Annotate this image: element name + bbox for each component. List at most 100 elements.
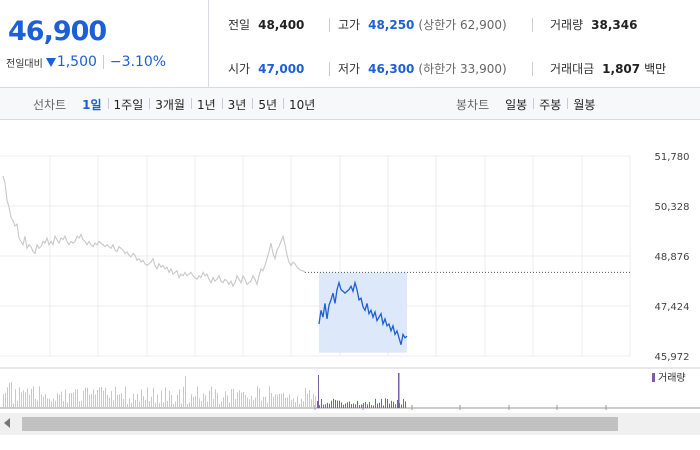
horizontal-scrollbar[interactable] xyxy=(0,413,700,435)
volume-bar xyxy=(351,404,352,408)
volume-bar xyxy=(229,402,230,408)
scroll-thumb[interactable] xyxy=(22,417,618,431)
tab-weekly[interactable]: 주봉 xyxy=(533,96,567,113)
volume-bar xyxy=(127,403,128,408)
volume-bar xyxy=(189,402,190,408)
candle-chart-tabs: 봉차트 일봉 주봉 월봉 xyxy=(456,88,601,120)
volume-bar xyxy=(257,386,258,408)
volume-bar xyxy=(75,389,76,408)
volume-bar xyxy=(191,394,192,408)
volume-bar xyxy=(279,394,280,408)
volume-bar xyxy=(261,400,262,408)
volume-bar xyxy=(213,399,214,408)
today-range-highlight xyxy=(319,272,407,353)
volume-bar xyxy=(79,401,80,408)
volume-bar xyxy=(323,404,324,408)
change-value: 1,500 xyxy=(56,54,97,70)
volume-bar xyxy=(303,401,304,408)
tab-daily[interactable]: 일봉 xyxy=(505,97,528,112)
volume-bar xyxy=(259,388,260,408)
tab-1y[interactable]: 1년 xyxy=(190,96,222,113)
stat-value: 38,346 xyxy=(591,17,638,32)
volume-bar xyxy=(53,398,54,408)
volume-bar xyxy=(209,390,210,408)
tab-3y[interactable]: 3년 xyxy=(221,96,253,113)
change-percent: −3.10% xyxy=(109,54,167,70)
volume-bar xyxy=(219,403,220,408)
volume-bar xyxy=(21,392,22,408)
volume-bar xyxy=(179,389,180,408)
volume-bar xyxy=(317,400,318,408)
volume-bar xyxy=(269,386,270,408)
line-chart-tabs: 선차트 1일 1주일 3개월 1년 3년 5년 10년 xyxy=(33,88,321,120)
volume-bar xyxy=(343,404,344,408)
volume-bar xyxy=(333,398,334,408)
tab-5y[interactable]: 5년 xyxy=(252,96,283,113)
volume-bar xyxy=(71,392,72,408)
tab-10y[interactable]: 10년 xyxy=(283,96,321,113)
volume-bar xyxy=(283,392,284,408)
volume-bar xyxy=(377,403,378,408)
chart-tabs: 선차트 1일 1주일 3개월 1년 3년 5년 10년 봉차트 일봉 주봉 월봉 xyxy=(0,88,700,120)
volume-bar xyxy=(253,399,254,408)
volume-bar xyxy=(375,398,376,408)
volume-bar xyxy=(217,393,218,408)
stat-label: 시가 xyxy=(228,62,251,76)
chart-grid xyxy=(0,155,700,410)
volume-bar xyxy=(111,391,112,408)
volume-bar xyxy=(61,391,62,408)
volume-bar xyxy=(147,387,148,408)
volume-bar xyxy=(395,404,396,408)
volume-bar xyxy=(239,390,240,408)
tab-3m[interactable]: 3개월 xyxy=(149,96,191,113)
volume-bar xyxy=(281,393,282,408)
volume-bar xyxy=(109,397,110,408)
stat-label: 전일 xyxy=(228,18,251,32)
volume-bar xyxy=(335,399,336,408)
stat-value: 48,250 xyxy=(368,17,415,32)
volume-bar xyxy=(25,392,26,408)
volume-bar xyxy=(301,398,302,408)
volume-bars xyxy=(3,373,406,408)
volume-bar xyxy=(385,398,386,408)
volume-bar xyxy=(383,405,384,408)
volume-bar xyxy=(221,401,222,408)
volume-bar xyxy=(225,391,226,408)
volume-bar xyxy=(337,400,338,408)
tab-monthly[interactable]: 월봉 xyxy=(567,96,601,113)
volume-bar xyxy=(149,401,150,408)
volume-bar xyxy=(177,394,178,408)
volume-bar xyxy=(29,394,30,408)
stat-value: 46,300 xyxy=(368,61,415,76)
stat-volume: 거래량 38,346 xyxy=(550,16,637,33)
volume-bar xyxy=(31,388,32,408)
volume-bar xyxy=(117,394,118,408)
volume-bar xyxy=(11,381,12,408)
volume-bar xyxy=(3,394,4,408)
quote-header: 46,900 전일대비 1,500 −3.10% 전일 48,400 고가 48… xyxy=(0,0,700,88)
volume-bar xyxy=(113,400,114,408)
volume-bar xyxy=(131,402,132,408)
volume-bar xyxy=(51,401,52,408)
volume-bar xyxy=(95,394,96,408)
volume-legend-label: 거래량 xyxy=(658,372,686,384)
y-tick-labels: 51,780 50,328 48,876 47,424 45,972 xyxy=(655,152,690,363)
volume-bar xyxy=(195,396,196,408)
volume-bar xyxy=(329,403,330,408)
volume-bar xyxy=(165,387,166,408)
volume-bar xyxy=(231,388,232,408)
volume-bar xyxy=(357,400,358,408)
volume-bar xyxy=(275,394,276,408)
volume-bar xyxy=(93,389,94,408)
volume-bar xyxy=(91,393,92,408)
volume-bar xyxy=(73,392,74,408)
volume-bar xyxy=(155,402,156,408)
tab-1w[interactable]: 1주일 xyxy=(107,96,150,113)
candle-chart-head: 봉차트 xyxy=(456,97,490,112)
tab-1d[interactable]: 1일 xyxy=(82,97,102,112)
volume-bar xyxy=(369,402,370,408)
volume-bar xyxy=(295,402,296,408)
scroll-left-arrow-icon[interactable] xyxy=(4,418,10,428)
volume-bar xyxy=(33,386,34,408)
volume-bar xyxy=(255,397,256,408)
